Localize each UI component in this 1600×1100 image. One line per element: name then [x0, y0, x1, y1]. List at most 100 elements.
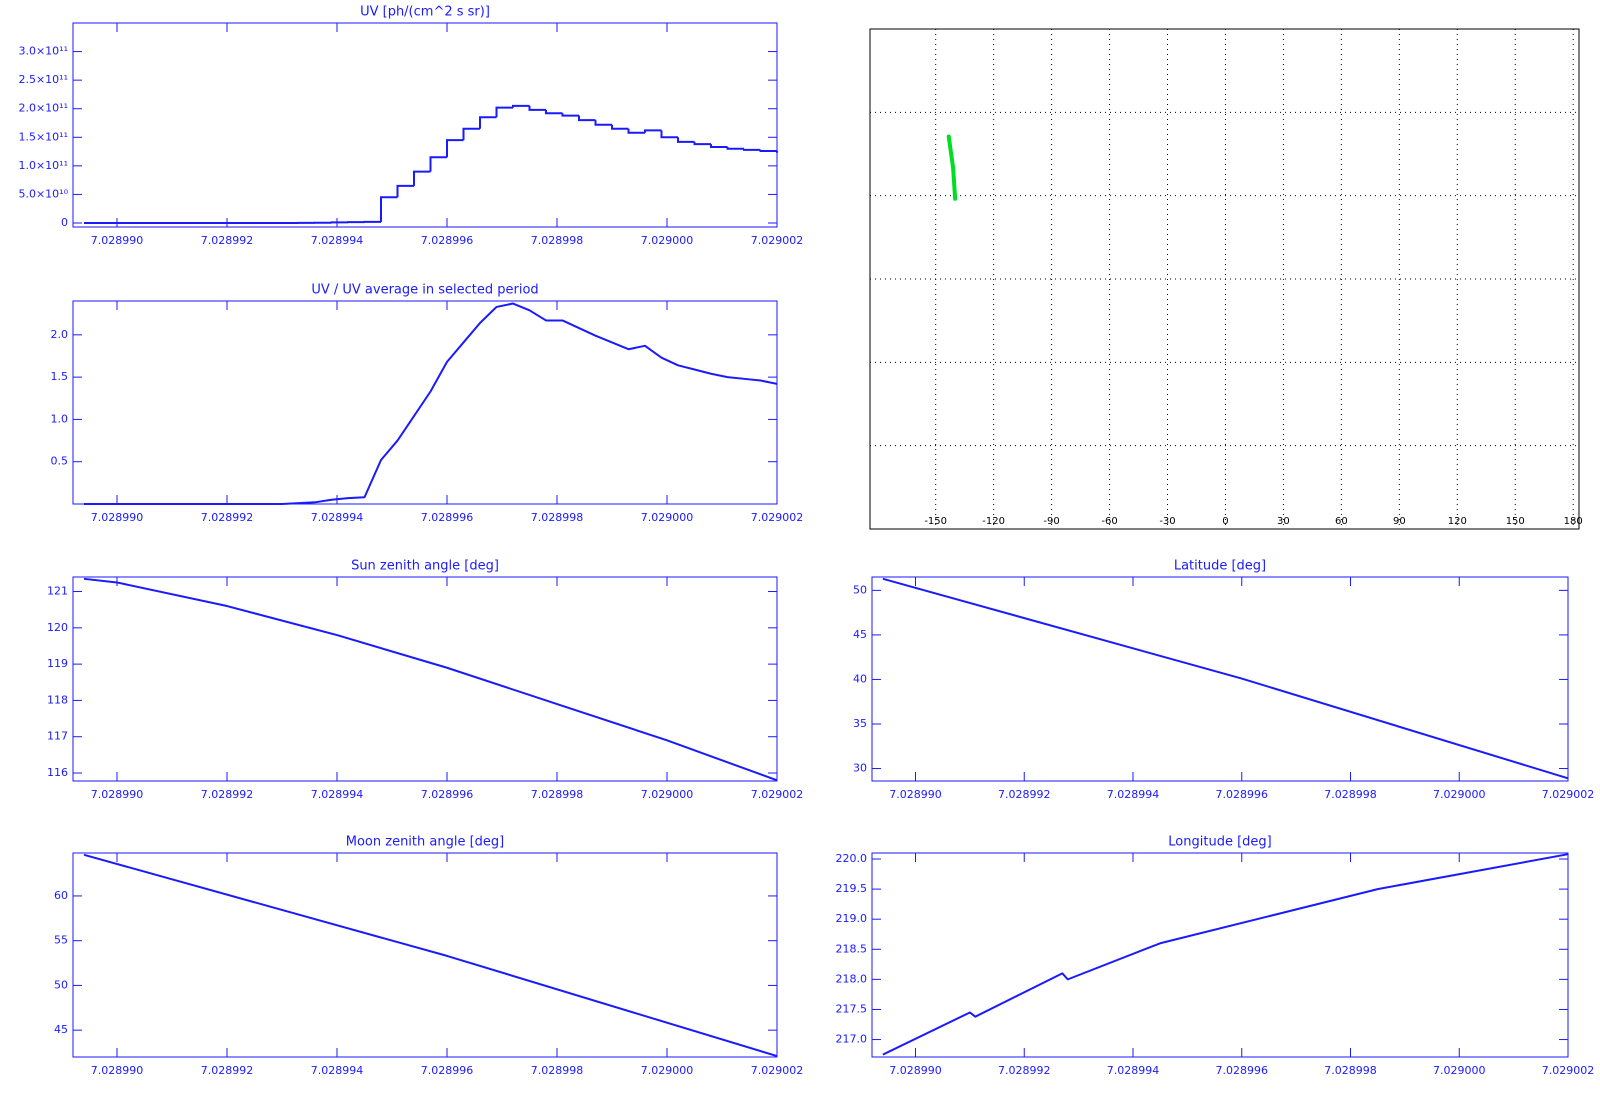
lon-label: 120	[1448, 516, 1467, 527]
x-tick-label: 7.029002	[751, 788, 804, 801]
lon-label: -120	[982, 516, 1005, 527]
uv-step	[495, 106, 513, 118]
chart-title: UV [ph/(cm^2 s sr)]	[360, 5, 490, 20]
lon-label: -90	[1043, 516, 1059, 527]
lon-label: 90	[1393, 516, 1406, 527]
plot-frame	[72, 22, 778, 228]
x-tick-label: 7.028992	[201, 511, 254, 524]
africa	[1193, 176, 1324, 376]
x-tick-label: 7.028998	[1324, 788, 1377, 801]
y-tick-label: 0.5	[51, 455, 69, 468]
uv-step	[627, 128, 645, 134]
x-tick-label: 7.028990	[91, 1064, 144, 1077]
uv-step	[759, 149, 777, 152]
uv-step	[545, 109, 563, 115]
uv-step	[611, 124, 629, 130]
x-tick-label: 7.029000	[641, 788, 694, 801]
ground-track	[946, 134, 958, 201]
x-tick-label: 7.028990	[91, 788, 144, 801]
y-tick-label: 2.0	[51, 328, 69, 341]
y-tick-label: 117	[47, 730, 68, 743]
chart-title: Longitude [deg]	[1168, 835, 1271, 850]
x-tick-label: 7.029002	[751, 1064, 804, 1077]
data-line	[882, 853, 1569, 1056]
chart-title: Moon zenith angle [deg]	[346, 835, 504, 850]
x-tick-label: 7.028992	[201, 788, 254, 801]
lon-label: -150	[924, 516, 947, 527]
greenland	[1090, 48, 1187, 112]
x-tick-label: 7.028990	[889, 788, 942, 801]
y-tick-label: 45	[54, 1023, 68, 1036]
uv-step	[561, 113, 579, 117]
y-tick-label: 218.5	[836, 942, 868, 955]
y-tick-label: 219.5	[836, 882, 868, 895]
x-tick-label: 7.028992	[201, 234, 254, 247]
x-tick-label: 7.028998	[1324, 1064, 1377, 1077]
x-tick-label: 7.029002	[751, 511, 804, 524]
south-america	[1071, 246, 1158, 424]
x-tick-label: 7.028998	[531, 511, 584, 524]
x-tick-label: 7.028992	[998, 788, 1051, 801]
chart-title: UV / UV average in selected period	[311, 283, 538, 298]
y-tick-label: 217.5	[836, 1002, 868, 1015]
y-tick-label: 219.0	[836, 912, 868, 925]
data-line	[83, 577, 778, 782]
x-tick-label: 7.029000	[1433, 788, 1486, 801]
x-tick-label: 7.028990	[91, 511, 144, 524]
uv-step	[677, 137, 695, 143]
y-tick-label: 3.0×10¹¹	[18, 45, 68, 58]
uv-step	[479, 116, 497, 129]
plot-frame	[871, 852, 1569, 1058]
uv-step	[446, 139, 464, 158]
y-tick-label: 120	[47, 621, 68, 634]
uv-step	[380, 196, 398, 222]
x-tick-label: 7.029002	[1542, 1064, 1595, 1077]
y-tick-label: 119	[47, 657, 68, 670]
lon-label: 0	[1222, 516, 1228, 527]
x-tick-label: 7.028998	[531, 234, 584, 247]
lon-label: 30	[1277, 516, 1290, 527]
y-tick-label: 1.0×10¹¹	[18, 159, 68, 172]
y-tick-label: 2.0×10¹¹	[18, 102, 68, 115]
x-tick-label: 7.028996	[421, 788, 474, 801]
y-tick-label: 121	[47, 585, 68, 598]
uv-step	[644, 129, 662, 133]
plot-frame	[869, 28, 1580, 530]
plot-frame	[72, 300, 778, 505]
uv-step	[462, 127, 480, 141]
lon-label: -60	[1101, 516, 1117, 527]
x-tick-label: 7.028994	[1107, 788, 1160, 801]
y-tick-label: 55	[54, 934, 68, 947]
y-tick-label: 217.0	[836, 1033, 868, 1046]
y-tick-label: 45	[853, 628, 867, 641]
x-tick-label: 7.028998	[531, 788, 584, 801]
y-tick-label: 2.5×10¹¹	[18, 73, 68, 86]
x-tick-label: 7.028994	[311, 788, 364, 801]
uv-step	[429, 156, 447, 172]
uv-step	[512, 104, 530, 108]
y-tick-label: 1.5	[51, 370, 69, 383]
x-tick-label: 7.028996	[421, 1064, 474, 1077]
data-line	[83, 853, 778, 1058]
uv-step	[413, 170, 431, 186]
x-tick-label: 7.028994	[1107, 1064, 1160, 1077]
uv-step	[693, 141, 711, 146]
y-tick-label: 218.0	[836, 972, 868, 985]
data-line	[84, 302, 778, 505]
x-tick-label: 7.028996	[1216, 788, 1269, 801]
data-line	[882, 577, 1569, 780]
north-america	[907, 79, 1120, 257]
lon-label: 180	[1564, 516, 1583, 527]
chart-title: Sun zenith angle [deg]	[351, 559, 499, 574]
x-tick-label: 7.029000	[641, 511, 694, 524]
x-tick-label: 7.028996	[421, 234, 474, 247]
lon-label: 150	[1506, 516, 1525, 527]
x-tick-label: 7.028998	[531, 1064, 584, 1077]
uv-step	[528, 105, 546, 111]
coastlines	[878, 48, 1573, 495]
y-tick-label: 5.0×10¹⁰	[18, 187, 68, 200]
plot-frame	[871, 576, 1569, 782]
x-tick-label: 7.028992	[201, 1064, 254, 1077]
